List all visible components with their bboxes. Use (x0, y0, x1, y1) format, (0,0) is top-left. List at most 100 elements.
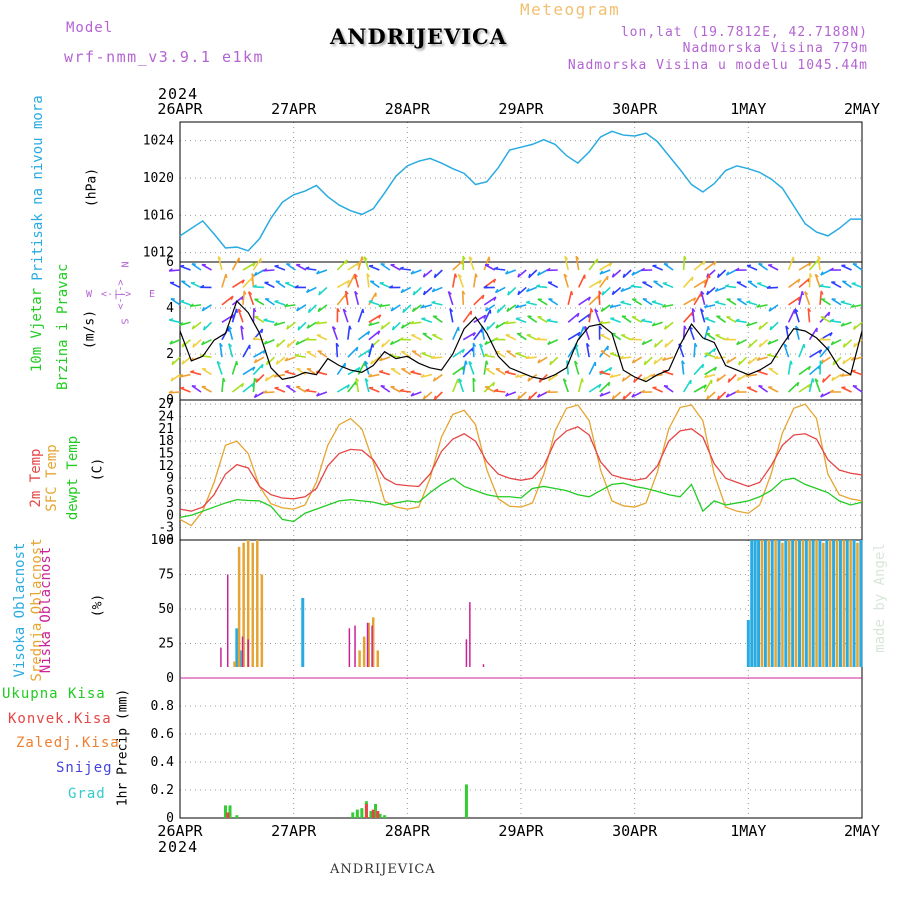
wind-arrow (231, 360, 238, 375)
wind-arrow-head (746, 322, 750, 327)
top-time-label: 2MAY (844, 100, 880, 118)
wind-arrow (318, 286, 328, 296)
wind-arrow (452, 259, 464, 271)
wind-arrow (564, 256, 569, 271)
wind-arrow-head (402, 308, 405, 313)
wind-arrow-head (641, 318, 646, 322)
wind-arrow (704, 260, 717, 271)
y-tick-label: 75 (158, 568, 174, 583)
wind-arrow (263, 319, 275, 324)
wind-arrow (832, 356, 842, 366)
top-time-label: 26APR (157, 100, 203, 118)
precip-snow-label: Snijeg (56, 760, 113, 776)
wind-arrow (264, 338, 275, 345)
wind-arrow (715, 334, 726, 341)
wind-arrow (181, 356, 192, 365)
wind-arrow (505, 334, 517, 341)
cloud-low-bar (366, 622, 369, 667)
wind-arrow (242, 276, 254, 288)
wind-arrow (247, 291, 255, 306)
wind-arrow (599, 262, 613, 271)
wind-arrow (274, 300, 286, 306)
wind-arrow-head (546, 267, 551, 272)
wind-arrow (575, 256, 580, 271)
dewpt-line (179, 477, 863, 523)
wind-arrow (457, 273, 465, 288)
wind-arrow-head (852, 325, 856, 330)
wind-arrow-head (231, 314, 235, 319)
wind-arrow (767, 386, 779, 393)
wind-arrow-head (570, 291, 574, 296)
wind-arrow (274, 321, 286, 327)
wind-arrow-head (228, 325, 233, 330)
cloud-mid-bar (822, 542, 825, 667)
precip-total-label: Ukupna Kisa (2, 686, 106, 702)
wind-arrow (703, 273, 710, 288)
wind-arrow-head (357, 367, 361, 372)
wind-arrow (316, 391, 328, 397)
wind-arrow (537, 316, 548, 323)
wind-arrow (169, 281, 181, 289)
wind-arrow-head (294, 284, 299, 289)
wind-arrow (170, 373, 181, 382)
y-tick-label: 3 (166, 496, 174, 511)
wind-arrow (599, 321, 611, 325)
cloud-high-bar (757, 540, 761, 667)
wind-arrow (809, 364, 821, 376)
wind-arrow (783, 343, 790, 358)
wind-arrow (525, 301, 537, 306)
wind-arrow (168, 269, 181, 272)
cloud-mid-bar (774, 540, 777, 667)
wind-arrow (263, 391, 275, 394)
wind-arrow (285, 282, 296, 289)
wind-arrow-head (180, 386, 185, 389)
wind-arrow (251, 273, 255, 288)
wind-arrow (306, 368, 317, 376)
wind-arrow-head (399, 266, 404, 270)
wind-arrow-head (707, 326, 710, 331)
wind-arrow-head (596, 258, 599, 263)
wind-arrow (651, 301, 663, 306)
wind-arrow-head (371, 343, 375, 348)
wind-arrow (390, 263, 401, 271)
wind-arrow (191, 321, 202, 330)
wind-arrow (700, 291, 706, 306)
wind-arrow (588, 361, 597, 375)
wind-arrow (201, 263, 212, 271)
wind-arrow (295, 263, 307, 271)
wind-arrow-head (305, 266, 310, 270)
wind-arrow (588, 279, 602, 289)
wind-arrow-head (420, 373, 425, 378)
wind-arrow-head (641, 340, 646, 345)
wind-arrow-head (599, 392, 604, 397)
wind-arrow (484, 338, 496, 346)
wind-arrow (347, 325, 351, 340)
wind-arrow (841, 264, 852, 271)
wind-arrow-head (261, 328, 264, 334)
wind-arrow (379, 282, 391, 289)
wind-arrow (410, 371, 422, 376)
wind-arrow-head (494, 266, 499, 270)
wind-arrow (495, 286, 506, 294)
wind-arrow (390, 338, 401, 346)
wind-arrow (254, 356, 265, 364)
cloud-mid-bar (251, 542, 254, 667)
wind-arrow-head (600, 307, 604, 312)
wind-arrow (547, 281, 559, 289)
wind-arrow-head (493, 278, 497, 284)
temp2m-line (179, 426, 863, 512)
wind-arrow-head (316, 392, 320, 397)
wind-arrow (758, 263, 769, 271)
wind-arrow (758, 321, 769, 330)
wind-arrow-head (700, 308, 705, 313)
wind-arrow-head (599, 370, 604, 373)
wind-arrow-head (378, 314, 382, 319)
wind-arrow-head (348, 325, 352, 330)
wind-arrow (254, 269, 265, 277)
wind-arrow (691, 308, 695, 323)
cloud-high-bar (797, 540, 801, 667)
wind-arrow-head (693, 297, 697, 302)
bottom-time-label: 30APR (612, 822, 658, 840)
wind-arrow-head (714, 287, 719, 292)
wind-arrow-head (706, 290, 709, 295)
